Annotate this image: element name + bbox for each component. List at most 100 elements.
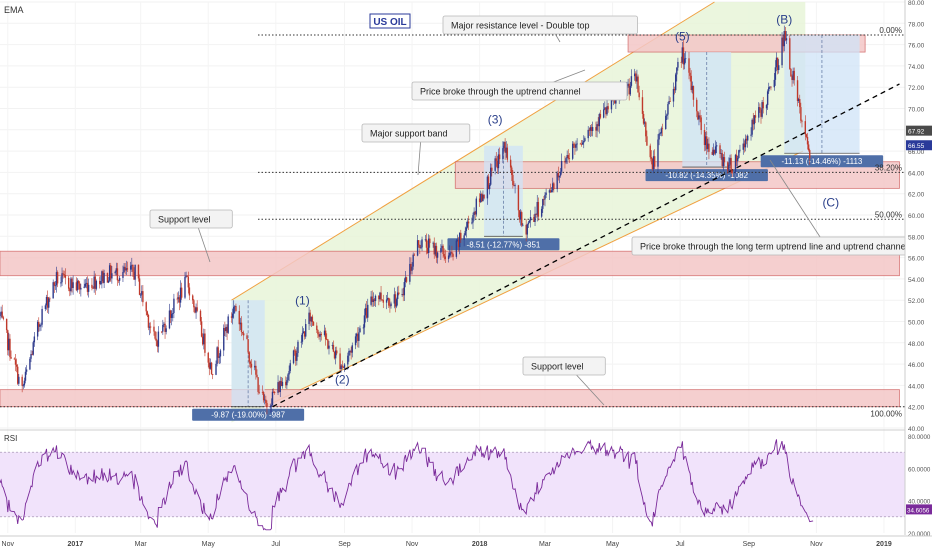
candle-body <box>36 321 39 337</box>
measure-label-bg <box>645 169 768 182</box>
fib-label: 50.00% <box>875 210 902 219</box>
candle-body <box>700 117 702 131</box>
candle-body <box>70 278 72 292</box>
wave-label: (C) <box>822 195 839 209</box>
trend-line-group <box>272 83 900 408</box>
annotations: Major resistance level - Double top Price… <box>149 15 932 406</box>
candle-body <box>657 139 659 167</box>
candle-body <box>450 252 452 254</box>
measure-label: -8.51 (-12.77%) -851 <box>467 240 541 249</box>
candle-body <box>691 85 694 91</box>
candle-body <box>187 276 190 288</box>
candle-body <box>24 371 27 381</box>
candle-body <box>527 222 530 225</box>
candle-body <box>789 38 791 69</box>
candle-body <box>145 302 147 312</box>
candle-body <box>72 282 74 288</box>
candle-body <box>744 138 747 148</box>
candle-body <box>266 403 268 408</box>
candle-body <box>286 380 288 386</box>
fib-label: 0.00% <box>879 26 902 35</box>
candle-body <box>533 216 535 222</box>
candle-body <box>557 173 559 178</box>
candle-body <box>69 288 71 292</box>
candle-body <box>411 266 413 271</box>
candle-body <box>762 102 764 109</box>
candle-body <box>340 365 342 369</box>
candle-body <box>449 252 451 256</box>
candle-body <box>389 305 391 307</box>
candle-body <box>761 102 763 117</box>
title-box <box>369 13 411 29</box>
candle-body <box>580 143 583 145</box>
candle-body <box>466 221 469 228</box>
candle-body <box>521 212 523 226</box>
candle-body <box>402 294 404 296</box>
measure-label: -11.13 (-14.46%) -1113 <box>781 157 862 166</box>
candle-body <box>574 144 576 148</box>
candle-body <box>650 157 653 159</box>
candle-body <box>332 345 335 352</box>
candle-body <box>672 88 675 102</box>
candle-body <box>698 115 700 120</box>
candle-body <box>451 252 453 255</box>
candle-body <box>809 150 811 159</box>
candle-body <box>334 350 337 359</box>
candle-body <box>56 272 59 284</box>
candle-body <box>770 86 772 88</box>
candle-body <box>712 149 715 155</box>
annotation-box <box>631 236 932 256</box>
candle-body <box>172 313 174 314</box>
candle-body <box>311 316 314 322</box>
candle-body <box>207 352 209 363</box>
annotation-pointer <box>769 159 827 247</box>
candle-body <box>673 88 676 91</box>
candle-body <box>596 124 598 131</box>
candle-body <box>208 362 211 369</box>
candle-body <box>21 376 23 386</box>
candle-body <box>111 273 113 279</box>
candle-body <box>807 144 810 151</box>
candle-body <box>559 171 562 176</box>
candle-body <box>778 65 780 71</box>
candle-body <box>347 355 349 365</box>
candle-body <box>589 127 592 131</box>
candle-body <box>103 272 105 283</box>
candle-body <box>40 324 42 326</box>
candle-body <box>588 129 591 131</box>
candle-body <box>642 113 645 124</box>
candle-body <box>54 285 57 287</box>
candle-body <box>471 222 473 224</box>
candle-body <box>62 273 64 275</box>
candle-body <box>359 328 361 333</box>
candle-body <box>542 199 544 209</box>
rsi-tick-label: 60.0000 <box>908 466 931 473</box>
y-tick-label: 56.00 <box>908 256 925 263</box>
candle-body <box>390 303 392 307</box>
annotation-box <box>522 356 606 376</box>
candle-body <box>386 297 389 300</box>
candle-body <box>264 399 266 401</box>
candle-body <box>475 198 478 215</box>
candle-body <box>463 235 465 240</box>
candle-body <box>247 339 249 353</box>
y-tick-label: 54.00 <box>908 277 925 284</box>
candle-body <box>9 338 11 358</box>
candle-body <box>797 99 800 102</box>
candle-body <box>421 239 423 248</box>
candle-body <box>336 350 338 354</box>
candle-body <box>759 107 761 110</box>
rsi-tick-label: 80.0000 <box>908 434 931 441</box>
x-tick-label: Nov <box>810 541 823 548</box>
candle-body <box>227 316 229 333</box>
candle-body <box>91 284 93 288</box>
candle-body <box>241 332 244 334</box>
candle-body <box>395 299 398 307</box>
y-tick-label: 52.00 <box>908 298 925 305</box>
candle-body <box>590 127 593 132</box>
candle-body <box>398 292 400 295</box>
candle-body <box>440 248 442 253</box>
candle-body <box>558 175 561 178</box>
candle-body <box>29 358 31 370</box>
candle-body <box>60 282 62 284</box>
